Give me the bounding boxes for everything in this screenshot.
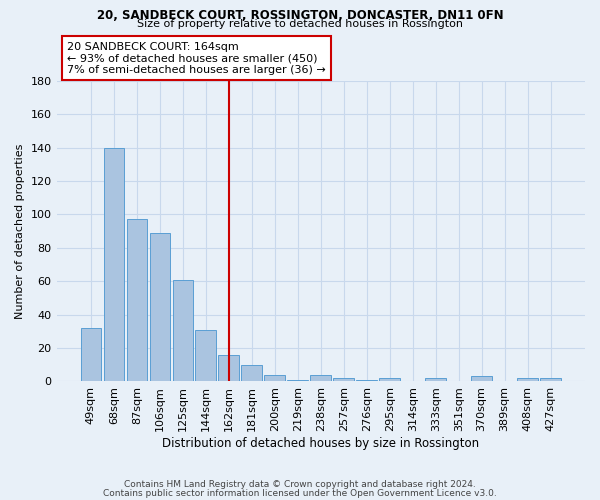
Bar [379, 378, 400, 382]
Bar [127, 220, 147, 382]
Text: Contains HM Land Registry data © Crown copyright and database right 2024.: Contains HM Land Registry data © Crown c… [124, 480, 476, 489]
Bar [173, 280, 193, 382]
Text: Size of property relative to detached houses in Rossington: Size of property relative to detached ho… [137, 19, 463, 29]
Bar [517, 378, 538, 382]
Bar [265, 375, 285, 382]
Text: 20, SANDBECK COURT, ROSSINGTON, DONCASTER, DN11 0FN: 20, SANDBECK COURT, ROSSINGTON, DONCASTE… [97, 9, 503, 22]
Text: 20 SANDBECK COURT: 164sqm
← 93% of detached houses are smaller (450)
7% of semi-: 20 SANDBECK COURT: 164sqm ← 93% of detac… [67, 42, 326, 75]
Bar [425, 378, 446, 382]
Bar [310, 375, 331, 382]
Bar [356, 380, 377, 382]
Bar [334, 378, 354, 382]
X-axis label: Distribution of detached houses by size in Rossington: Distribution of detached houses by size … [162, 437, 479, 450]
Bar [149, 233, 170, 382]
Bar [218, 354, 239, 382]
Bar [540, 378, 561, 382]
Bar [241, 365, 262, 382]
Bar [104, 148, 124, 382]
Bar [287, 380, 308, 382]
Bar [80, 328, 101, 382]
Bar [472, 376, 492, 382]
Text: Contains public sector information licensed under the Open Government Licence v3: Contains public sector information licen… [103, 488, 497, 498]
Bar [196, 330, 216, 382]
Y-axis label: Number of detached properties: Number of detached properties [15, 144, 25, 319]
